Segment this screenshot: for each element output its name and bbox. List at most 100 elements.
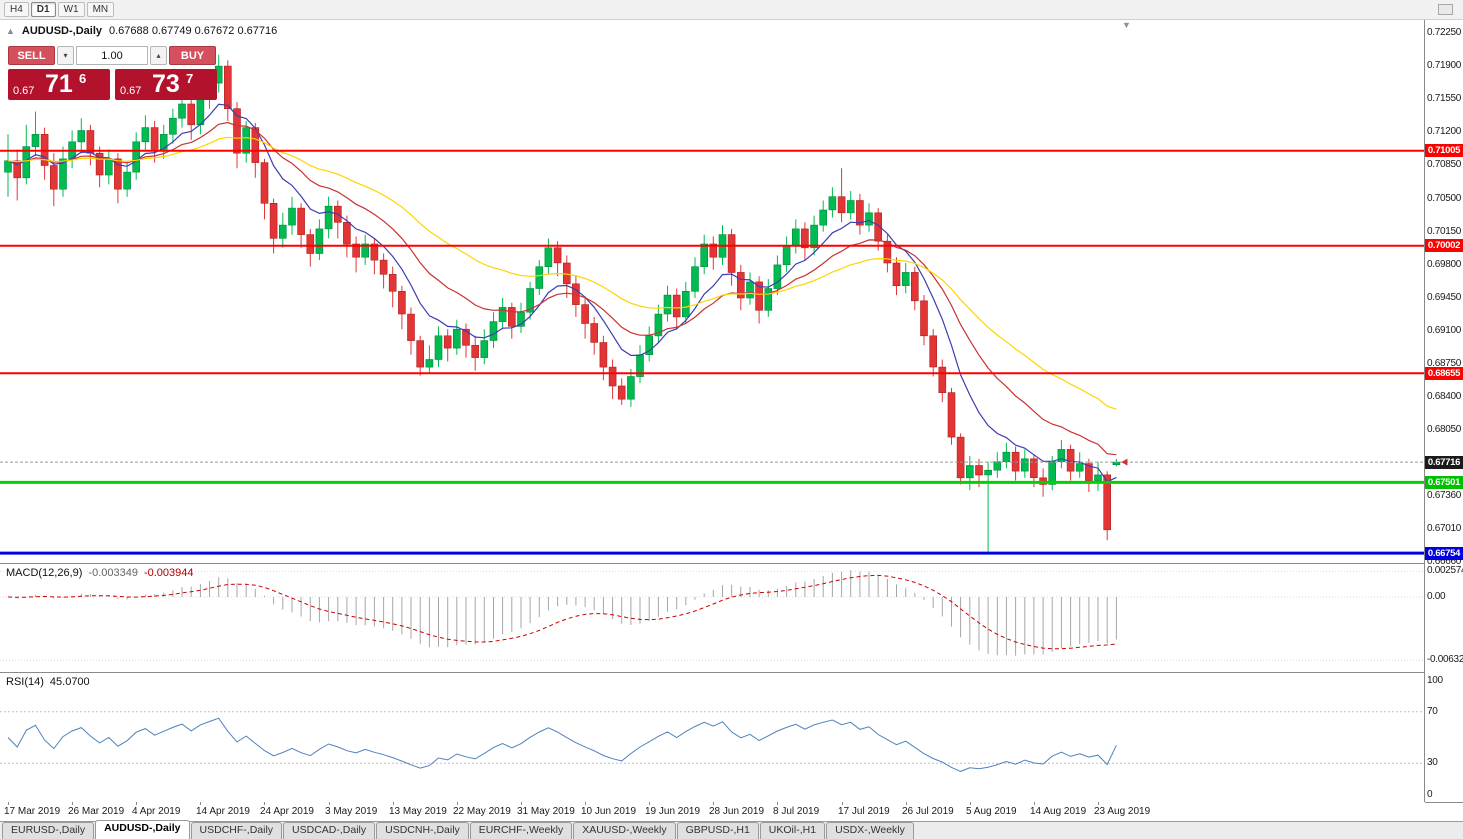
price-tick-label: 0.71550 — [1427, 93, 1462, 104]
buy-button[interactable]: BUY — [169, 46, 216, 65]
macd-signal-line — [7, 574, 1117, 650]
rsi-scale-label: 30 — [1427, 757, 1438, 768]
chart-shift-marker[interactable]: ▼ — [1122, 20, 1131, 30]
toolbar-mini-button[interactable] — [1438, 4, 1453, 15]
price-scale-border — [1424, 20, 1425, 802]
price-line-tag[interactable]: 0.67501 — [1425, 476, 1463, 489]
price-tick-label: 0.70850 — [1427, 159, 1462, 170]
sell-price-pipette: 6 — [79, 71, 87, 86]
date-label: 31 May 2019 — [517, 806, 575, 817]
chart-tab[interactable]: EURCHF-,Weekly — [469, 822, 573, 839]
price-line-tag[interactable]: 0.71005 — [1425, 144, 1463, 157]
chart-tab[interactable]: USDCAD-,Daily — [283, 822, 376, 839]
chart-tab[interactable]: XAUUSD-,Weekly — [573, 822, 676, 839]
date-label: 10 Jun 2019 — [581, 806, 637, 817]
price-line-tag[interactable]: 0.68655 — [1425, 367, 1463, 380]
ohlc-values: 0.67688 0.67749 0.67672 0.67716 — [109, 25, 278, 37]
sell-button[interactable]: SELL — [8, 46, 55, 65]
support-resistance-lines[interactable] — [0, 149, 1425, 555]
chart-tab[interactable]: UKOil-,H1 — [759, 822, 826, 839]
date-tick — [72, 802, 73, 805]
date-label: 8 Jul 2019 — [773, 806, 820, 817]
date-label: 23 Aug 2019 — [1094, 806, 1151, 817]
timeframe-button-d1[interactable]: D1 — [30, 2, 56, 17]
macd-scale-label: 0.002574 — [1427, 565, 1463, 576]
date-tick — [970, 802, 971, 805]
date-tick — [649, 802, 650, 805]
date-label: 3 May 2019 — [325, 806, 378, 817]
date-label: 17 Mar 2019 — [4, 806, 61, 817]
macd-label: MACD(12,26,9) -0.003349 -0.003944 — [6, 567, 194, 579]
date-tick — [521, 802, 522, 805]
price-tick-label: 0.66660 — [1427, 556, 1462, 567]
date-label: 24 Apr 2019 — [260, 806, 314, 817]
rsi-scale-label: 100 — [1427, 675, 1443, 686]
rsi-line — [7, 717, 1117, 772]
macd-histogram — [16, 570, 1117, 656]
buy-price-pipette: 7 — [186, 71, 194, 86]
chevron-down-icon: ▾ — [63, 50, 68, 60]
one-click-trading-panel: SELL ▾ ▴ BUY 0.67 71 6 0.67 73 7 — [8, 46, 224, 100]
date-tick — [713, 802, 714, 805]
chart-tab[interactable]: AUDUSD-,Daily — [95, 820, 190, 839]
timeframe-button-mn[interactable]: MN — [86, 2, 115, 17]
volume-increase-button[interactable]: ▴ — [150, 46, 167, 65]
chart-title: ▲ AUDUSD-,Daily 0.67688 0.67749 0.67672 … — [6, 25, 277, 37]
panel-separator[interactable] — [0, 672, 1463, 673]
price-line-tag[interactable]: 0.66754 — [1425, 547, 1463, 560]
date-label: 13 May 2019 — [389, 806, 447, 817]
buy-price-display[interactable]: 0.67 73 7 — [115, 69, 217, 100]
panel-separator[interactable] — [0, 563, 1463, 564]
date-tick — [8, 802, 9, 805]
date-tick — [457, 802, 458, 805]
macd-scale-label: 0.00 — [1427, 591, 1446, 602]
rsi-value: 45.0700 — [49, 676, 90, 688]
date-tick — [585, 802, 586, 805]
moving-averages-group — [7, 103, 1117, 483]
price-tick-label: 0.71900 — [1427, 60, 1462, 71]
chart-tab[interactable]: EURUSD-,Daily — [2, 822, 95, 839]
buy-price-big: 73 — [152, 70, 180, 98]
date-tick — [200, 802, 201, 805]
timeframe-toolbar: H4 D1 W1 MN — [0, 0, 1463, 20]
price-tick-label: 0.68400 — [1427, 391, 1462, 402]
price-tick-label: 0.71200 — [1427, 126, 1462, 137]
date-label: 14 Aug 2019 — [1030, 806, 1087, 817]
date-label: 26 Jul 2019 — [902, 806, 954, 817]
rsi-scale-label: 0 — [1427, 789, 1433, 800]
sell-price-prefix: 0.67 — [13, 85, 35, 97]
chart-tab[interactable]: GBPUSD-,H1 — [676, 822, 759, 839]
macd-value-main: -0.003349 — [88, 567, 138, 579]
date-label: 5 Aug 2019 — [966, 806, 1017, 817]
macd-name: MACD(12,26,9) — [6, 567, 83, 579]
price-tick-label: 0.70150 — [1427, 226, 1462, 237]
chart-tab[interactable]: USDX-,Weekly — [826, 822, 914, 839]
rsi-panel[interactable]: RSI(14) 45.0700 — [0, 673, 1425, 802]
price-tick-label: 0.68050 — [1427, 424, 1462, 435]
price-line-tag[interactable]: 0.70002 — [1425, 239, 1463, 252]
price-tick-label: 0.69450 — [1427, 292, 1462, 303]
volume-input[interactable] — [76, 46, 148, 65]
main-chart-panel[interactable]: ▲ AUDUSD-,Daily 0.67688 0.67749 0.67672 … — [0, 20, 1425, 563]
panel-toggle-icon[interactable]: ▲ — [6, 26, 15, 36]
macd-value-signal: -0.003944 — [143, 567, 194, 579]
rsi-scale-label: 70 — [1427, 706, 1438, 717]
date-label: 4 Apr 2019 — [132, 806, 181, 817]
date-tick — [393, 802, 394, 805]
price-line-tag[interactable]: 0.67716 — [1425, 456, 1463, 469]
chart-tab[interactable]: USDCNH-,Daily — [376, 822, 469, 839]
timeframe-button-w1[interactable]: W1 — [57, 2, 85, 17]
rsi-label: RSI(14) 45.0700 — [6, 676, 90, 688]
sell-price-display[interactable]: 0.67 71 6 — [8, 69, 110, 100]
volume-decrease-button[interactable]: ▾ — [57, 46, 74, 65]
price-tick-label: 0.69100 — [1427, 325, 1462, 336]
price-scale: 0.72250 0.71900 0.71550 0.71200 0.70850 0.705… — [1425, 20, 1463, 802]
date-tick — [777, 802, 778, 805]
date-label: 14 Apr 2019 — [196, 806, 250, 817]
macd-panel[interactable]: MACD(12,26,9) -0.003349 -0.003944 — [0, 564, 1425, 672]
date-tick — [1098, 802, 1099, 805]
chart-tab[interactable]: USDCHF-,Daily — [190, 822, 283, 839]
timeframe-button-h4[interactable]: H4 — [4, 2, 29, 17]
date-axis: 17 Mar 2019 26 Mar 2019 4 Apr 2019 14 Apr 2… — [0, 802, 1425, 821]
price-chart-svg — [0, 54, 1425, 555]
